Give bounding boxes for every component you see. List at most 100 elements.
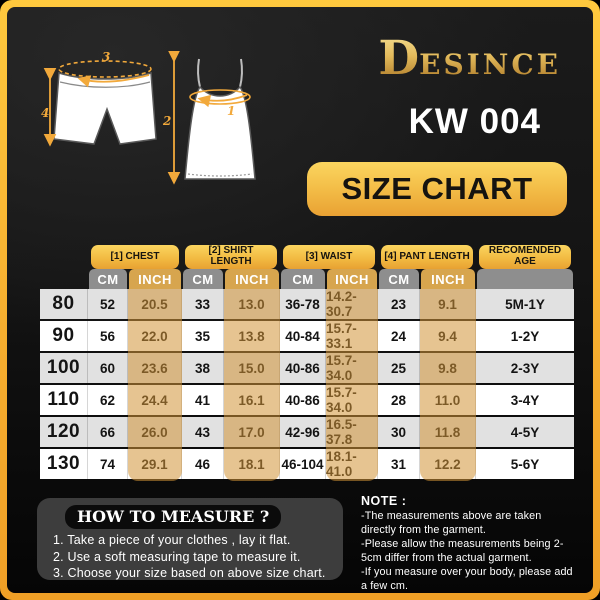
cell-chest-inch: 22.0 — [128, 321, 182, 351]
cell-shirt-cm: 46 — [182, 449, 224, 479]
cell-pant-cm: 28 — [378, 385, 420, 415]
cell-shirt-inch: 17.0 — [224, 417, 280, 447]
how-to-measure-panel: HOW TO MEASURE ? 1. Take a piece of your… — [37, 498, 343, 580]
cell-pant-cm: 30 — [378, 417, 420, 447]
size-row: 110 62 24.4 41 16.1 40-86 15.7-34.0 28 11.0 3-4Y — [40, 385, 574, 415]
header-chest: [1] CHEST — [91, 245, 179, 269]
cell-size: 100 — [40, 353, 88, 383]
cell-age: 2-3Y — [476, 353, 574, 383]
cell-waist-cm: 46-104 — [280, 449, 326, 479]
cell-age: 3-4Y — [476, 385, 574, 415]
cell-shirt-inch: 16.1 — [224, 385, 280, 415]
how-to-measure-title: HOW TO MEASURE ? — [65, 505, 282, 529]
brand-logo-initial: D — [378, 31, 420, 86]
size-table-unit-headers: CM INCH CM INCH CM INCH CM INCH — [40, 269, 574, 289]
cell-chest-cm: 74 — [88, 449, 128, 479]
cell-chest-inch: 24.4 — [128, 385, 182, 415]
cell-waist-cm: 40-86 — [280, 353, 326, 383]
cell-waist-inch: 16.5-37.8 — [326, 417, 378, 447]
measure-step: 3. Choose your size based on above size … — [53, 566, 326, 580]
brand-logo: DESINCE — [378, 31, 561, 86]
cell-shirt-inch: 15.0 — [224, 353, 280, 383]
cell-shirt-cm: 43 — [182, 417, 224, 447]
size-row: 120 66 26.0 43 17.0 42-96 16.5-37.8 30 11.8 4-5Y — [40, 417, 574, 447]
shorts-illustration — [53, 60, 157, 145]
note-line: -The measurements above are taken direct… — [361, 510, 542, 537]
header-waist: [3] WAIST — [283, 245, 375, 269]
pant-length-arrow-label: 4 — [41, 106, 49, 120]
unit-header-inch: INCH — [225, 269, 279, 289]
unit-header-inch: INCH — [129, 269, 181, 289]
cell-waist-inch: 18.1-41.0 — [326, 449, 378, 479]
cell-shirt-inch: 13.0 — [224, 289, 280, 319]
unit-header-inch: INCH — [327, 269, 377, 289]
cell-pant-cm: 24 — [378, 321, 420, 351]
cell-waist-inch: 15.7-34.0 — [326, 385, 378, 415]
cell-pant-inch: 9.8 — [420, 353, 476, 383]
unit-header-inch: INCH — [421, 269, 475, 289]
cell-pant-inch: 9.4 — [420, 321, 476, 351]
product-code: KW 004 — [408, 102, 541, 141]
cell-shirt-inch: 18.1 — [224, 449, 280, 479]
unit-header-cm: CM — [89, 269, 127, 289]
cell-size: 130 — [40, 449, 88, 479]
poster-background: 3 4 2 1 DESINCE KW 004 SIZE CHART [1] CH… — [7, 7, 593, 593]
cell-shirt-cm: 38 — [182, 353, 224, 383]
note-line: -Please allow the measurements being 2-5… — [361, 538, 564, 565]
cell-chest-inch: 26.0 — [128, 417, 182, 447]
note-body: -The measurements above are taken direct… — [361, 509, 575, 593]
measure-step: 2. Use a soft measuring tape to measure … — [53, 549, 301, 564]
size-table: [1] CHEST [2] SHIRT LENGTH [3] WAIST [4]… — [40, 245, 574, 481]
shirt-length-arrow-label: 2 — [162, 114, 171, 128]
cell-chest-inch: 20.5 — [128, 289, 182, 319]
cell-shirt-cm: 41 — [182, 385, 224, 415]
cell-chest-inch: 23.6 — [128, 353, 182, 383]
size-row: 130 74 29.1 46 18.1 46-104 18.1-41.0 31 12.2 5-6Y — [40, 449, 574, 479]
table-rows: 80 52 20.5 33 13.0 36-78 14.2-30.7 23 9.1 5M-1Y 90… — [40, 289, 574, 479]
cell-chest-cm: 56 — [88, 321, 128, 351]
cell-shirt-inch: 13.8 — [224, 321, 280, 351]
size-row: 100 60 23.6 38 15.0 40-86 15.7-34.0 25 9.8 2-3Y — [40, 353, 574, 383]
cell-pant-inch: 11.8 — [420, 417, 476, 447]
unit-header-cm: CM — [183, 269, 223, 289]
cell-shirt-cm: 35 — [182, 321, 224, 351]
waist-arrow-label: 3 — [102, 51, 110, 64]
cell-waist-inch: 14.2-30.7 — [326, 289, 378, 319]
unit-header-cm: CM — [379, 269, 419, 289]
cell-chest-cm: 52 — [88, 289, 128, 319]
cell-size: 120 — [40, 417, 88, 447]
brand-logo-text: ESINCE — [419, 48, 561, 81]
size-row: 90 56 22.0 35 13.8 40-84 15.7-33.1 24 9.4 1-2Y — [40, 321, 574, 351]
cell-size: 110 — [40, 385, 88, 415]
cell-age: 4-5Y — [476, 417, 574, 447]
cell-size: 90 — [40, 321, 88, 351]
cell-waist-cm: 40-86 — [280, 385, 326, 415]
cell-age: 5-6Y — [476, 449, 574, 479]
header-pant-length: [4] PANT LENGTH — [381, 245, 473, 269]
cell-waist-inch: 15.7-33.1 — [326, 321, 378, 351]
garment-measurement-diagram: 3 4 2 1 — [41, 51, 256, 185]
measure-step: 1. Take a piece of your clothes , lay it… — [53, 533, 291, 547]
header-shirt-length: [2] SHIRT LENGTH — [185, 245, 277, 269]
header-recomended-age: RECOMENDED AGE — [479, 245, 571, 269]
cell-chest-inch: 29.1 — [128, 449, 182, 479]
cell-pant-cm: 23 — [378, 289, 420, 319]
cell-pant-inch: 11.0 — [420, 385, 476, 415]
cell-size: 80 — [40, 289, 88, 319]
cell-pant-inch: 12.2 — [420, 449, 476, 479]
size-chart-banner: SIZE CHART — [307, 162, 567, 216]
tank-top-illustration — [184, 58, 256, 180]
cell-chest-cm: 66 — [88, 417, 128, 447]
cell-waist-cm: 40-84 — [280, 321, 326, 351]
cell-waist-cm: 42-96 — [280, 417, 326, 447]
note-panel: NOTE : -The measurements above are taken… — [361, 494, 575, 593]
unit-header-cm: CM — [281, 269, 325, 289]
cell-chest-cm: 60 — [88, 353, 128, 383]
age-column-band — [477, 269, 573, 289]
chest-arrow-label: 1 — [227, 104, 235, 118]
how-to-measure-steps: 1. Take a piece of your clothes , lay it… — [53, 532, 331, 582]
size-table-group-headers: [1] CHEST [2] SHIRT LENGTH [3] WAIST [4]… — [40, 245, 574, 269]
cell-chest-cm: 62 — [88, 385, 128, 415]
cell-age: 1-2Y — [476, 321, 574, 351]
